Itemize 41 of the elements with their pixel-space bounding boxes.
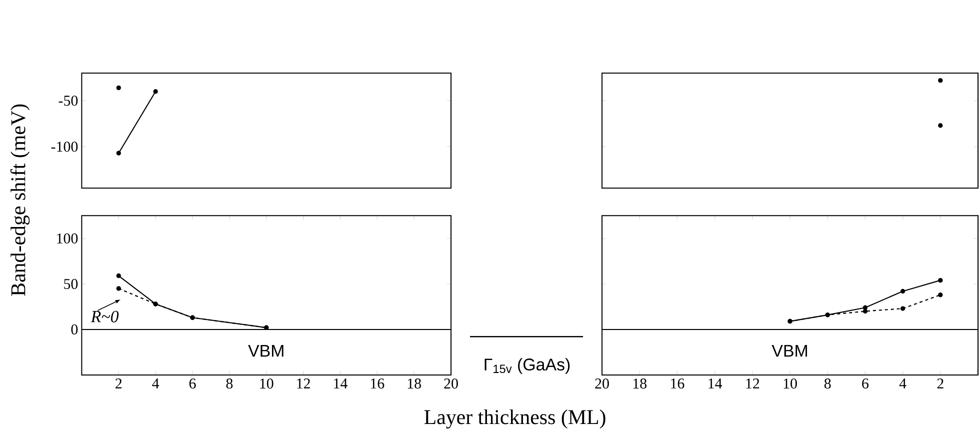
text: Γ$_{15v}$ (GaAs) xyxy=(484,358,570,374)
x-tick-label: 16 xyxy=(671,378,684,389)
x-tick-label: 8 xyxy=(824,378,831,389)
x-tick-label: 12 xyxy=(746,378,760,388)
point xyxy=(862,308,868,314)
x-tick-label: 16 xyxy=(370,378,384,389)
point xyxy=(938,278,943,283)
point xyxy=(116,273,121,278)
ref-line-label: VBM xyxy=(248,344,284,357)
y-tick-label: 0 xyxy=(71,324,78,335)
x-tick-label: 20 xyxy=(444,378,458,389)
point xyxy=(116,150,121,156)
x-tick-label: 2 xyxy=(937,378,944,388)
x-tick-label: 4 xyxy=(152,378,160,388)
x-tick-label: 8 xyxy=(226,378,233,389)
x-tick-label: 14 xyxy=(334,378,348,388)
y-tick-label: 100 xyxy=(57,233,78,244)
x-tick-label: 18 xyxy=(408,378,421,389)
point xyxy=(116,85,121,90)
annotation: R~0 xyxy=(90,310,119,322)
y-tick-label: -100 xyxy=(51,142,78,152)
x-tick-label: 2 xyxy=(116,378,122,388)
x-tick-label: 14 xyxy=(708,378,722,388)
x-tick-label: 4 xyxy=(899,378,906,388)
y-tick-label: -50 xyxy=(58,96,78,106)
x-tick-label: 12 xyxy=(297,378,310,388)
point xyxy=(938,292,943,298)
x-tick-label: 10 xyxy=(784,378,797,389)
y-tick-label: 50 xyxy=(64,278,78,289)
x-tick-label: 6 xyxy=(862,378,868,389)
point xyxy=(900,288,906,294)
x-tick-label: 10 xyxy=(260,378,274,389)
ref-line-label: VBM xyxy=(772,344,807,357)
x-tick-label: 6 xyxy=(189,378,196,389)
point xyxy=(116,286,121,291)
x-tick-label: 18 xyxy=(633,378,647,389)
y-axis-title: Band-edge shift (meV) xyxy=(10,104,30,296)
point xyxy=(900,306,906,311)
x-axis-title: Layer thickness (ML) xyxy=(424,409,606,428)
point xyxy=(153,89,158,94)
x-tick-label: 20 xyxy=(595,378,609,389)
